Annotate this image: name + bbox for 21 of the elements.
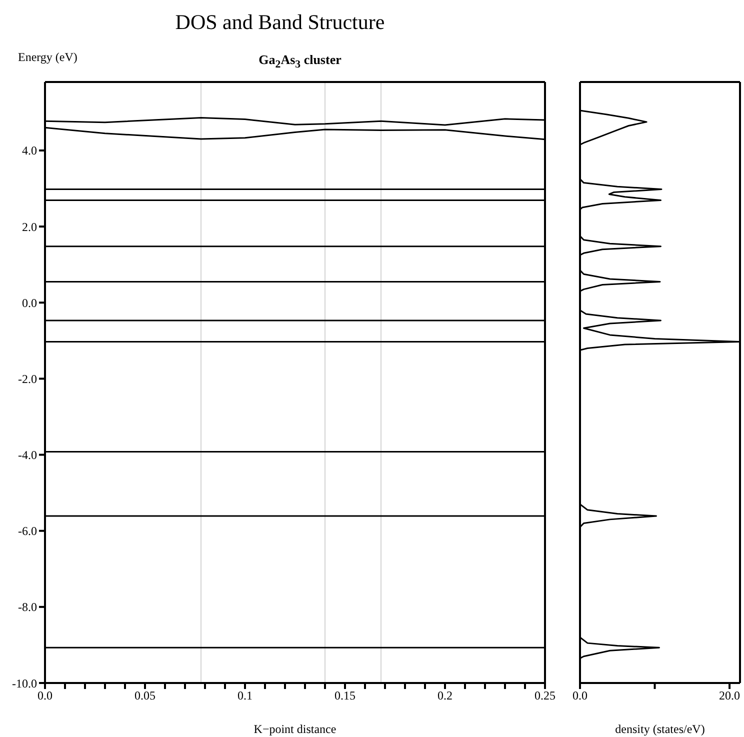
x-tick-label: 0.05 (134, 688, 156, 703)
y-tick-label: -6.0 (18, 524, 37, 538)
x-tick-label: 0.0 (38, 688, 52, 703)
y-tick-label: 2.0 (22, 220, 37, 234)
x-tick-label: 20.0 (719, 688, 740, 703)
y-tick-label: 0.0 (22, 296, 37, 310)
x-tick-label: 0.15 (334, 688, 356, 703)
y-tick-label: 4.0 (22, 144, 37, 158)
y-tick-label: -4.0 (18, 448, 37, 462)
chart-subtitle: Ga$_{2}$As$_{3}$ cluster (258, 52, 342, 71)
x-tick-label: 0.25 (534, 688, 556, 703)
x-tick-label: 0.0 (572, 688, 588, 703)
y-axis-title: Energy (eV) (18, 50, 78, 65)
y-tick-label: -2.0 (18, 372, 37, 386)
x-tick-label: 0.1 (238, 688, 252, 703)
y-tick-label: -10.0 (12, 676, 37, 690)
y-tick-label: -8.0 (18, 600, 37, 614)
x-tick-label: 0.2 (438, 688, 452, 703)
x-axis-title: K−point distance (254, 722, 336, 736)
chart-title: DOS and Band Structure (174, 10, 386, 35)
x-axis-title: density (states/eV) (615, 722, 705, 736)
